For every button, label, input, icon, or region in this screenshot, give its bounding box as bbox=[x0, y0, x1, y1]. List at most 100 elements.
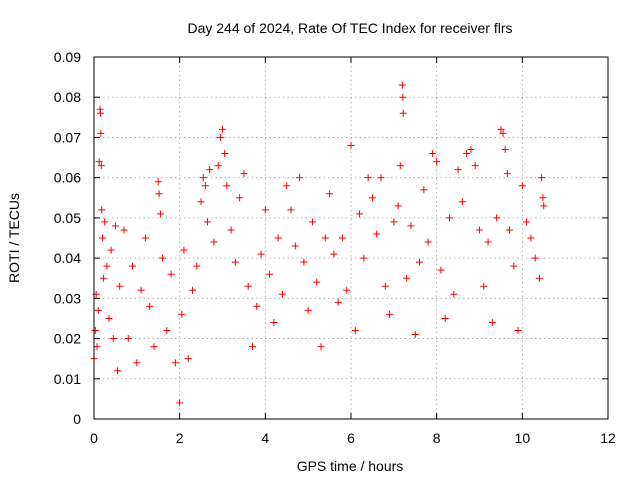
data-point bbox=[261, 206, 269, 214]
data-point bbox=[471, 162, 479, 170]
data-point bbox=[398, 81, 406, 89]
data-point bbox=[428, 150, 436, 158]
data-point bbox=[411, 331, 419, 339]
data-point bbox=[373, 230, 381, 238]
y-tick-label: 0.03 bbox=[54, 290, 81, 306]
data-point bbox=[313, 278, 321, 286]
data-point bbox=[193, 262, 201, 270]
data-point bbox=[334, 298, 342, 306]
data-point bbox=[518, 182, 526, 190]
data-point bbox=[91, 327, 99, 335]
data-point bbox=[231, 258, 239, 266]
data-point bbox=[236, 194, 244, 202]
data-point bbox=[103, 262, 111, 270]
data-point bbox=[133, 359, 141, 367]
data-point bbox=[248, 343, 256, 351]
y-axis-label: ROTI / TECUs bbox=[6, 193, 22, 283]
data-point bbox=[407, 222, 415, 230]
data-point bbox=[497, 125, 505, 133]
data-point bbox=[124, 335, 132, 343]
data-point bbox=[514, 327, 522, 335]
data-point bbox=[531, 254, 539, 262]
y-tick-label: 0.05 bbox=[54, 210, 81, 226]
data-point bbox=[386, 310, 394, 318]
x-tick-label: 12 bbox=[600, 430, 616, 446]
y-tick-label: 0.06 bbox=[54, 170, 81, 186]
data-point bbox=[446, 214, 454, 222]
data-point bbox=[109, 335, 117, 343]
data-point bbox=[424, 238, 432, 246]
data-point bbox=[360, 254, 368, 262]
data-point bbox=[441, 314, 449, 322]
data-point bbox=[539, 194, 547, 202]
data-point bbox=[180, 246, 188, 254]
data-point bbox=[291, 242, 299, 250]
x-tick-label: 8 bbox=[433, 430, 441, 446]
data-point bbox=[96, 109, 104, 117]
data-point bbox=[146, 302, 154, 310]
x-tick-label: 4 bbox=[261, 430, 269, 446]
x-tick-labels: 0 2 4 6 8 10 12 bbox=[90, 430, 616, 446]
data-point bbox=[330, 250, 338, 258]
data-point bbox=[167, 270, 175, 278]
data-point bbox=[111, 222, 119, 230]
data-point bbox=[283, 182, 291, 190]
data-point bbox=[394, 202, 402, 210]
data-point bbox=[197, 198, 205, 206]
data-point bbox=[150, 343, 158, 351]
data-point bbox=[396, 162, 404, 170]
data-point bbox=[503, 170, 511, 178]
data-point bbox=[95, 158, 103, 166]
data-point bbox=[501, 146, 509, 154]
data-point bbox=[296, 174, 304, 182]
chart-title: Day 244 of 2024, Rate Of TEC Index for r… bbox=[187, 20, 512, 36]
data-point bbox=[476, 226, 483, 234]
data-point bbox=[287, 206, 295, 214]
data-point bbox=[253, 302, 261, 310]
data-point bbox=[540, 202, 548, 210]
data-point bbox=[416, 258, 424, 266]
data-point bbox=[523, 218, 531, 226]
data-point bbox=[171, 359, 179, 367]
data-point bbox=[433, 158, 441, 166]
data-point bbox=[499, 129, 507, 137]
data-point bbox=[204, 218, 212, 226]
data-point bbox=[114, 367, 122, 375]
x-axis-label: GPS time / hours bbox=[297, 458, 404, 474]
y-tick-label: 0.01 bbox=[54, 371, 81, 387]
y-tick-label: 0.04 bbox=[54, 250, 81, 266]
axis-ticks bbox=[93, 56, 609, 420]
data-point bbox=[99, 274, 107, 282]
data-point bbox=[399, 109, 407, 117]
data-point bbox=[493, 214, 501, 222]
data-point bbox=[120, 226, 128, 234]
data-point bbox=[184, 355, 192, 363]
data-point bbox=[223, 182, 231, 190]
data-point bbox=[94, 306, 102, 314]
data-point bbox=[107, 246, 115, 254]
x-tick-label: 0 bbox=[90, 430, 98, 446]
data-point bbox=[257, 250, 265, 258]
data-point bbox=[199, 174, 207, 182]
data-point bbox=[467, 146, 475, 154]
data-point bbox=[214, 162, 222, 170]
data-point bbox=[206, 166, 214, 174]
data-point bbox=[356, 210, 364, 218]
data-point bbox=[93, 343, 101, 351]
data-point bbox=[454, 166, 462, 174]
data-point bbox=[484, 238, 492, 246]
data-point bbox=[278, 290, 286, 298]
data-point bbox=[364, 174, 372, 182]
data-point bbox=[137, 286, 145, 294]
data-point bbox=[178, 310, 186, 318]
x-tick-label: 2 bbox=[176, 430, 184, 446]
data-point bbox=[343, 286, 351, 294]
data-point bbox=[97, 129, 105, 137]
data-point bbox=[219, 125, 226, 133]
data-point bbox=[221, 150, 229, 158]
data-point bbox=[201, 182, 209, 190]
data-point bbox=[304, 306, 312, 314]
y-tick-label: 0.07 bbox=[54, 129, 81, 145]
data-point bbox=[163, 327, 171, 335]
